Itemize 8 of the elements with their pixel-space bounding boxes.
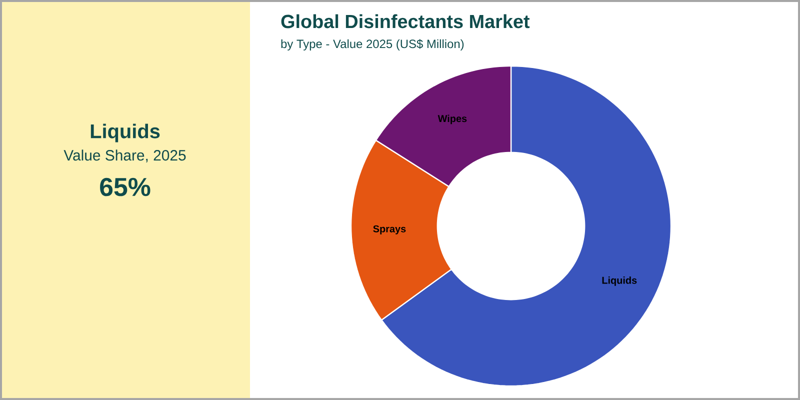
text: 65% (100, 178, 150, 196)
text: Value Share, 2025 (64, 150, 186, 162)
chart-subtitle: by Type - Value 2025 (US$ Million) (281, 39, 464, 50)
text: Liquids (90, 124, 160, 142)
slice-label: Liquids (602, 276, 637, 286)
slice-label: Wipes (438, 114, 467, 124)
chart-title: Global Disinfectants Market (281, 14, 530, 28)
slice-label: Sprays (373, 225, 406, 234)
